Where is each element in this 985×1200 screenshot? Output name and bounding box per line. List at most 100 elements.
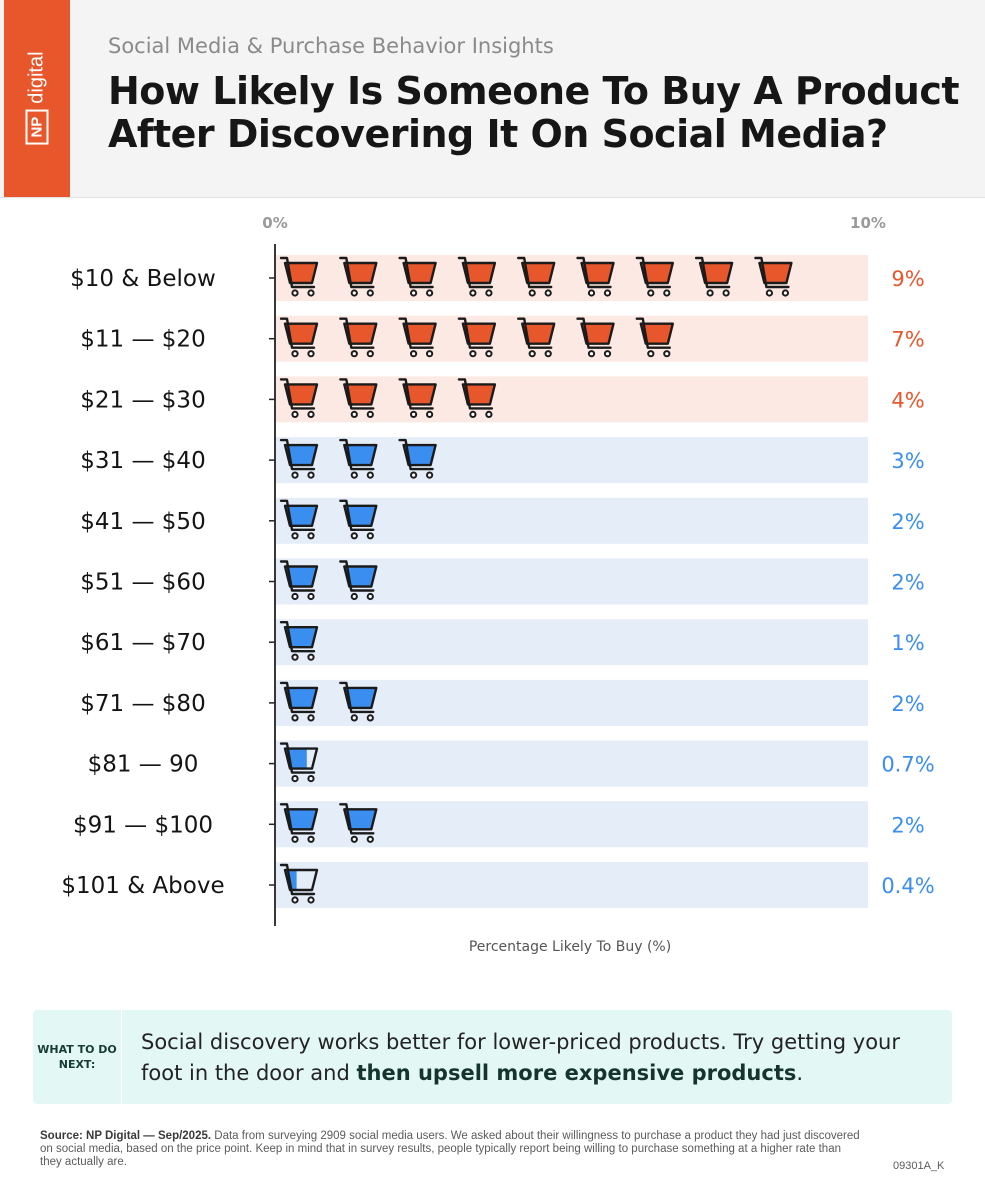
cart-wheel xyxy=(722,289,730,297)
cart-basket-outline xyxy=(343,686,378,710)
cart-basket-outline xyxy=(343,322,378,345)
cart-wheel xyxy=(291,653,299,661)
cart-basket-fill xyxy=(344,323,377,344)
cart-handle xyxy=(457,317,494,349)
logo-np-mark: NP xyxy=(25,109,49,145)
cart-wheel xyxy=(366,714,374,722)
category-label: $10 & Below xyxy=(70,266,216,292)
cart-wheel xyxy=(485,410,493,418)
cart-basket-fill xyxy=(285,627,317,648)
cart-wheel xyxy=(485,350,493,358)
cart-handle xyxy=(517,256,553,289)
cart-basket-outline xyxy=(461,261,497,285)
np-digital-logo: NP digital xyxy=(4,0,70,197)
cart-wheel xyxy=(663,289,671,297)
document-code: 09301A_K xyxy=(893,1160,945,1172)
cart-wheel xyxy=(291,471,299,479)
cart-basket-outline xyxy=(283,868,319,892)
cart-wheel xyxy=(291,714,299,722)
cart-wheel xyxy=(350,592,358,601)
shopping-cart-icon xyxy=(279,499,319,540)
cart-handle xyxy=(339,256,375,289)
cart-basket-fill xyxy=(344,809,377,830)
shopping-cart-icon xyxy=(279,560,319,601)
category-label: $41 — $50 xyxy=(80,509,205,535)
header: NP digital Social Media & Purchase Behav… xyxy=(0,0,985,198)
value-label: 7% xyxy=(891,328,924,352)
cart-wheel xyxy=(291,410,299,418)
shopping-cart-icon xyxy=(398,317,437,358)
shopping-cart-icon xyxy=(339,560,378,601)
category-label: $101 & Above xyxy=(61,873,224,899)
cart-basket-outline xyxy=(343,383,378,406)
cart-handle xyxy=(279,317,316,349)
cart-wheel xyxy=(663,350,671,358)
cart-handle xyxy=(576,256,612,289)
cart-handle xyxy=(279,621,316,653)
cart-handle xyxy=(398,317,434,349)
x-tick-label: 0% xyxy=(262,214,287,232)
shopping-cart-icon xyxy=(279,256,319,297)
cart-basket-outline xyxy=(402,261,437,285)
next-text-end: . xyxy=(796,1061,804,1085)
cart-basket-outline xyxy=(283,504,319,527)
cart-wheel xyxy=(410,471,418,479)
cart-handle xyxy=(576,317,612,349)
cart-basket-outline xyxy=(402,443,437,467)
cart-basket-fill xyxy=(285,323,317,344)
cart-handle xyxy=(398,378,434,410)
cart-handle xyxy=(754,256,790,289)
cart-basket-fill xyxy=(403,263,436,283)
category-label: $81 — 90 xyxy=(88,752,199,778)
cart-basket-fill xyxy=(344,384,377,405)
bar-row-track xyxy=(275,862,868,908)
cart-basket-outline xyxy=(521,261,556,285)
what-to-do-next-text: Social discovery works better for lower-… xyxy=(141,1027,931,1089)
cart-basket-outline xyxy=(758,261,793,285)
cart-handle xyxy=(279,560,316,592)
cart-basket-outline xyxy=(402,322,437,345)
cart-wheel xyxy=(528,289,536,297)
value-label: 2% xyxy=(891,813,924,837)
cart-wheel xyxy=(307,774,315,783)
page-subtitle: Social Media & Purchase Behavior Insight… xyxy=(108,34,554,58)
shopping-cart-icon xyxy=(339,499,378,540)
cart-wheel xyxy=(307,835,315,843)
cart-basket-fill xyxy=(462,323,495,344)
cart-wheel xyxy=(350,471,358,479)
shopping-cart-icon xyxy=(279,621,319,661)
shopping-cart-icon xyxy=(279,317,319,358)
shopping-cart-icon xyxy=(279,803,319,843)
cart-basket-outline xyxy=(283,261,319,285)
cart-basket-outline xyxy=(283,383,319,406)
cart-wheel xyxy=(410,289,418,297)
cart-basket-fill xyxy=(285,384,317,405)
cart-basket-outline xyxy=(580,261,615,285)
cart-basket-fill xyxy=(700,263,733,283)
cart-handle xyxy=(635,317,671,349)
cart-basket-outline xyxy=(639,322,674,345)
cart-basket-fill xyxy=(285,687,317,708)
source-label: Source: NP Digital — Sep/2025. xyxy=(40,1130,212,1142)
shopping-cart-icon xyxy=(457,256,497,297)
shopping-cart-icon xyxy=(339,256,378,297)
shopping-cart-icon xyxy=(635,256,674,297)
cart-handle xyxy=(517,317,553,349)
cart-wheel xyxy=(350,289,358,297)
cart-handle xyxy=(339,560,375,592)
cart-wheel xyxy=(307,350,315,358)
cart-basket-fill xyxy=(522,263,555,283)
cart-basket-fill xyxy=(522,323,555,344)
cart-basket-fill xyxy=(344,505,377,526)
shopping-cart-icon xyxy=(339,378,378,418)
next-text-bold: then upsell more expensive products xyxy=(356,1061,797,1085)
cart-basket-fill xyxy=(285,505,317,526)
cart-wheel xyxy=(485,289,493,297)
shopping-cart-icon xyxy=(279,438,319,479)
cart-wheel xyxy=(366,592,374,601)
cart-wheel xyxy=(307,532,315,540)
cart-wheel xyxy=(603,350,612,358)
cart-wheel xyxy=(647,350,655,358)
cart-basket-fill xyxy=(462,263,495,283)
cart-wheel xyxy=(307,896,315,904)
